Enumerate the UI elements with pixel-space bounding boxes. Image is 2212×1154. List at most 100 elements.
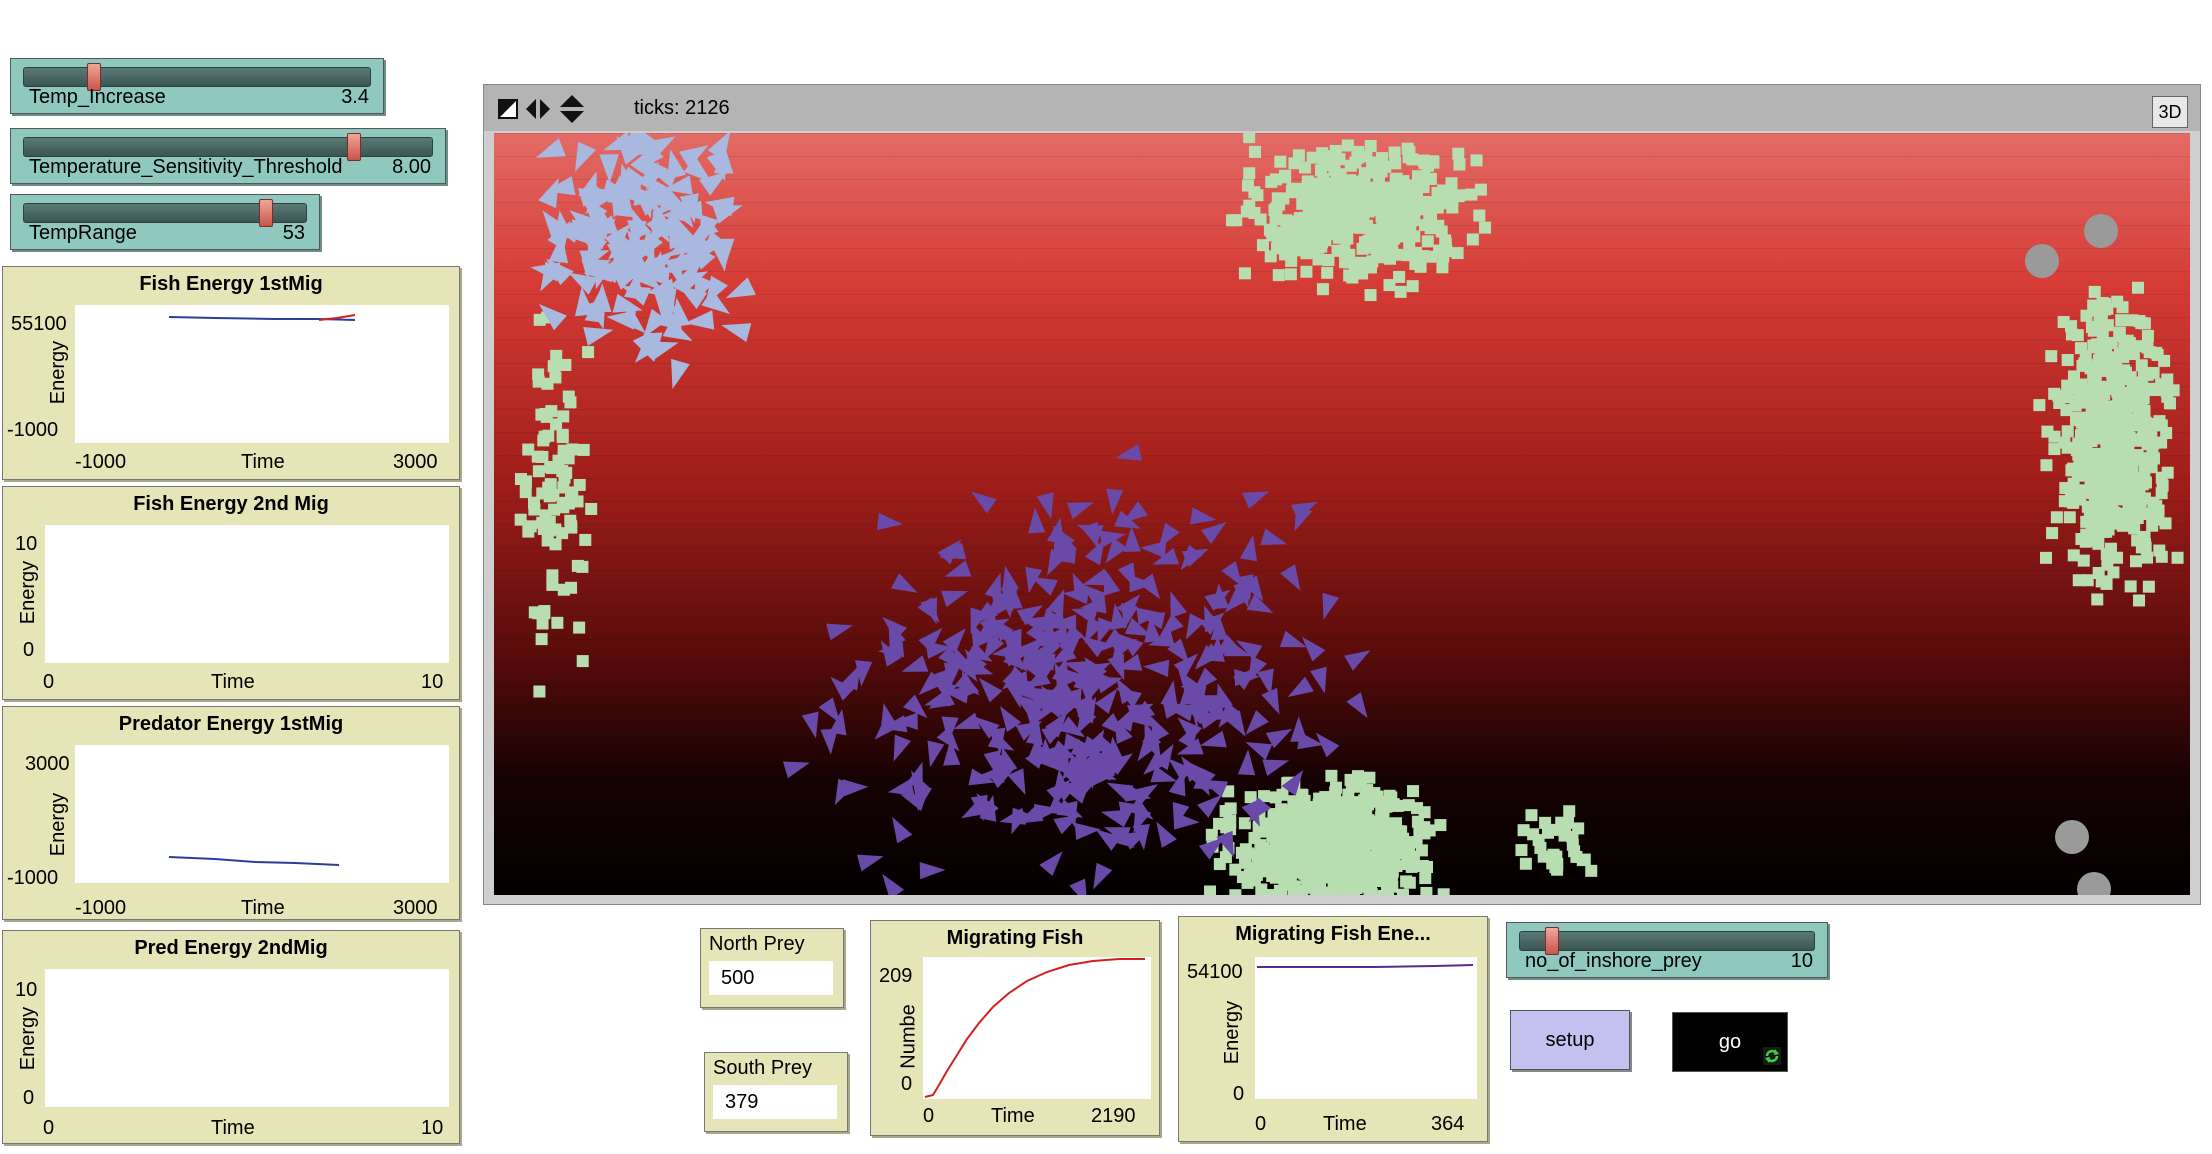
world-canvas[interactable] bbox=[494, 133, 2190, 895]
patch-band bbox=[494, 455, 2190, 456]
prey-agent bbox=[560, 466, 573, 479]
fish-agent bbox=[1218, 702, 1241, 728]
fish-agent bbox=[1074, 822, 1101, 840]
prey-agent bbox=[1307, 198, 1320, 211]
fish-agent bbox=[783, 761, 810, 779]
3d-button[interactable]: 3D bbox=[2152, 96, 2188, 128]
prey-agent bbox=[1381, 885, 1394, 895]
slider-temperature-sensitivity-threshold[interactable]: Temperature_Sensitivity_Threshold 8.00 bbox=[10, 128, 446, 184]
prey-agent bbox=[1320, 831, 1333, 844]
fish-agent bbox=[1002, 565, 1019, 593]
slider-no-of-inshore-prey[interactable]: no_of_inshore_prey 10 bbox=[1506, 922, 1828, 978]
prey-agent bbox=[1213, 858, 1226, 871]
prey-agent bbox=[2153, 544, 2166, 557]
prey-agent bbox=[551, 616, 564, 629]
fish-agent bbox=[888, 619, 906, 647]
prey-agent bbox=[1307, 243, 1320, 256]
prey-agent bbox=[2090, 481, 2103, 494]
slider-temp-increase[interactable]: Temp_Increase 3.4 bbox=[10, 58, 384, 114]
prey-agent bbox=[2059, 482, 2072, 495]
prey-agent bbox=[547, 489, 560, 502]
fish-agent bbox=[1116, 678, 1137, 705]
prey-agent bbox=[2112, 440, 2125, 453]
fish-agent bbox=[966, 658, 994, 675]
fish-agent bbox=[1016, 605, 1044, 626]
predator-agent bbox=[2055, 820, 2089, 854]
prey-agent bbox=[2128, 378, 2141, 391]
fish-agent bbox=[1287, 676, 1314, 698]
prey-agent bbox=[1298, 161, 1311, 174]
fish-agent bbox=[1190, 769, 1210, 796]
fish-agent bbox=[618, 306, 646, 334]
slider-track[interactable] bbox=[23, 67, 371, 87]
patch-band bbox=[494, 478, 2190, 479]
prey-agent bbox=[2133, 594, 2146, 607]
slider-thumb[interactable] bbox=[259, 199, 273, 227]
slider-thumb[interactable] bbox=[347, 133, 361, 161]
prey-agent bbox=[1282, 219, 1295, 232]
fish-agent bbox=[1106, 736, 1124, 763]
slider-thumb[interactable] bbox=[87, 63, 101, 91]
fish-agent bbox=[1000, 746, 1018, 774]
prey-agent bbox=[2069, 399, 2082, 412]
prey-agent bbox=[1298, 182, 1311, 195]
prey-agent bbox=[1273, 884, 1286, 895]
plot-ymin: -1000 bbox=[7, 419, 59, 441]
fish-agent bbox=[937, 539, 962, 565]
prey-agent bbox=[1312, 253, 1325, 266]
prey-agent bbox=[573, 621, 586, 634]
prey-agent bbox=[2075, 378, 2088, 391]
slider-temprange[interactable]: TempRange 53 bbox=[10, 194, 320, 250]
prey-agent bbox=[1373, 186, 1386, 199]
fish-agent bbox=[540, 261, 563, 292]
prey-agent bbox=[2120, 481, 2133, 494]
prey-agent bbox=[1430, 200, 1443, 213]
prey-agent bbox=[1396, 888, 1409, 895]
plot-title: Predator Energy 1stMig bbox=[118, 713, 344, 735]
setup-button-label: setup bbox=[1545, 1029, 1595, 1051]
fish-agent bbox=[877, 512, 904, 531]
fish-agent bbox=[1152, 744, 1174, 771]
view-control-icons[interactable] bbox=[492, 89, 602, 129]
prey-agent bbox=[2138, 317, 2151, 330]
fish-agent bbox=[1110, 603, 1128, 630]
fish-agent bbox=[638, 231, 663, 261]
prey-agent bbox=[528, 503, 541, 516]
patch-band bbox=[494, 386, 2190, 387]
setup-button[interactable]: setup bbox=[1510, 1010, 1630, 1070]
slider-track[interactable] bbox=[23, 137, 433, 157]
prey-agent bbox=[2045, 350, 2058, 363]
prey-agent bbox=[1325, 870, 1338, 883]
prey-agent bbox=[579, 533, 592, 546]
slider-track[interactable] bbox=[23, 203, 307, 223]
slider-track[interactable] bbox=[1519, 931, 1815, 951]
patch-band bbox=[494, 685, 2190, 686]
prey-agent bbox=[1330, 173, 1343, 186]
prey-agent bbox=[2141, 551, 2154, 564]
slider-value: 10 bbox=[1790, 950, 1813, 972]
fish-agent bbox=[1177, 717, 1203, 741]
prey-agent bbox=[1243, 167, 1256, 180]
prey-agent bbox=[1321, 266, 1334, 279]
patch-band bbox=[494, 501, 2190, 502]
fish-agent bbox=[721, 323, 752, 342]
fish-agent bbox=[1121, 602, 1139, 630]
fish-agent bbox=[943, 739, 961, 766]
prey-agent bbox=[1317, 855, 1330, 868]
prey-agent bbox=[1297, 808, 1310, 821]
fish-agent bbox=[607, 232, 635, 261]
fish-agent bbox=[1185, 613, 1206, 640]
prey-agent bbox=[1283, 235, 1296, 248]
fish-agent bbox=[1262, 759, 1290, 776]
prey-agent bbox=[2094, 354, 2107, 367]
plot-area bbox=[75, 305, 449, 443]
patch-band bbox=[494, 777, 2190, 778]
ticks-counter: ticks: 2126 bbox=[634, 97, 730, 119]
prey-agent bbox=[1437, 250, 1450, 263]
slider-thumb[interactable] bbox=[1545, 927, 1559, 955]
prey-agent bbox=[1244, 791, 1257, 804]
prey-agent bbox=[1384, 212, 1397, 225]
go-button[interactable]: go bbox=[1672, 1012, 1788, 1072]
prey-agent bbox=[1437, 888, 1450, 895]
fish-agent bbox=[1106, 488, 1124, 515]
